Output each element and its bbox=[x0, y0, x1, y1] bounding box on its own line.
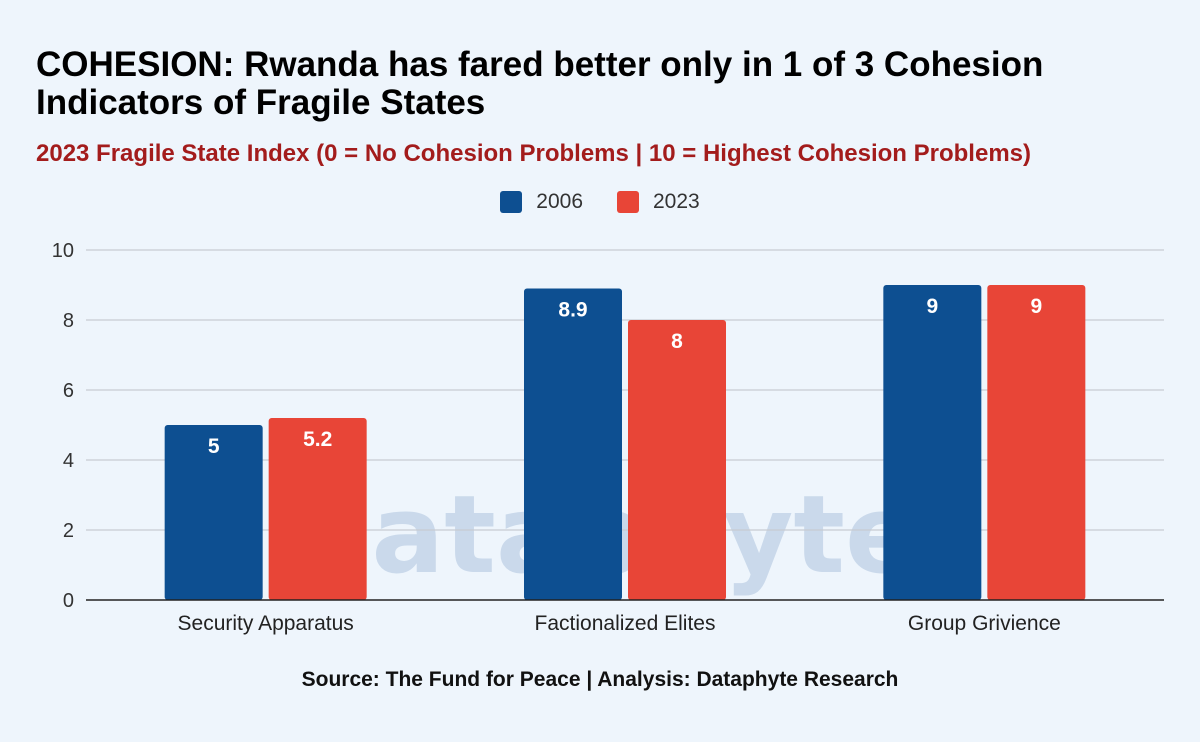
legend-swatch-2023 bbox=[617, 191, 639, 213]
bar-2006 bbox=[164, 425, 263, 600]
bar-2023 bbox=[987, 285, 1086, 600]
y-tick-label: 0 bbox=[63, 590, 74, 612]
chart-title: COHESION: Rwanda has fared better only i… bbox=[36, 45, 1044, 122]
bar-2023 bbox=[628, 320, 726, 600]
bar-2023 bbox=[268, 418, 367, 600]
legend: 2006 2023 bbox=[0, 190, 1200, 214]
y-tick-label: 6 bbox=[63, 380, 74, 402]
legend-item-2023: 2023 bbox=[617, 190, 700, 214]
legend-item-2006: 2006 bbox=[500, 190, 583, 214]
x-tick-label: Security Apparatus bbox=[178, 612, 354, 635]
data-label: 5.2 bbox=[303, 428, 332, 451]
x-tick-label: Group Grivience bbox=[908, 612, 1061, 635]
data-label: 5 bbox=[208, 435, 220, 458]
legend-label-2023: 2023 bbox=[653, 190, 700, 213]
x-tick-label: Factionalized Elites bbox=[535, 612, 716, 635]
y-tick-label: 8 bbox=[63, 310, 74, 332]
source-note: Source: The Fund for Peace | Analysis: D… bbox=[301, 668, 899, 691]
data-label: 8.9 bbox=[558, 299, 587, 322]
bar-2006 bbox=[524, 288, 622, 600]
legend-label-2006: 2006 bbox=[536, 190, 583, 213]
bar-2006 bbox=[883, 285, 982, 600]
chart-subtitle: 2023 Fragile State Index (0 = No Cohesio… bbox=[36, 140, 1031, 167]
data-label: 8 bbox=[671, 330, 683, 353]
legend-swatch-2006 bbox=[500, 191, 523, 213]
y-tick-label: 4 bbox=[63, 450, 74, 472]
y-tick-label: 10 bbox=[52, 240, 74, 262]
data-label: 9 bbox=[926, 295, 938, 318]
data-label: 9 bbox=[1030, 295, 1042, 318]
y-tick-label: 2 bbox=[63, 520, 74, 542]
